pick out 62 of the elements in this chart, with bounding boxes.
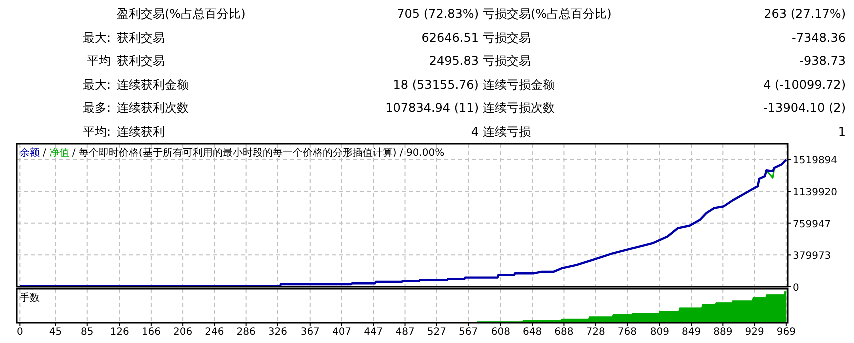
text: 亏损交易(%占总百分比): [483, 7, 612, 21]
text: 连续获利: [117, 125, 165, 139]
text: 连续亏损金额: [483, 78, 555, 92]
text: 最大:: [82, 31, 111, 45]
text: 4 (-10099.72): [764, 78, 846, 92]
x-tick-label: 407: [332, 327, 352, 338]
x-tick-label: 447: [364, 327, 384, 338]
x-tick-label: 608: [491, 327, 510, 338]
x-tick-label: 728: [586, 327, 606, 338]
text: 连续获利金额: [117, 78, 189, 92]
text: -13904.10 (2): [764, 101, 846, 115]
text: 705 (72.83%): [397, 7, 479, 21]
x-tick-label: 809: [650, 327, 670, 338]
text: -938.73: [800, 54, 846, 68]
chart-title: / 每个即时价格(基于所有可利用的最小时段的每一个价格的分形插值计算) / 90.00%: [72, 147, 445, 159]
x-tick-label: 126: [110, 327, 130, 338]
x-tick-label: 45: [49, 327, 62, 338]
text: 2495.83: [429, 54, 479, 68]
text: 亏损交易: [483, 31, 531, 45]
text: 1: [838, 125, 846, 139]
text: 连续亏损次数: [483, 101, 555, 115]
x-tick-label: 688: [554, 327, 574, 338]
y-tick-label: 759947: [793, 219, 832, 230]
x-tick-label: 0: [16, 327, 24, 338]
x-tick-label: 166: [142, 327, 161, 338]
text: 263 (27.17%): [764, 7, 846, 21]
text: 连续获利次数: [117, 101, 189, 115]
text: 107834.94 (11): [386, 101, 479, 115]
x-tick-label: 326: [268, 327, 288, 338]
y-tick-label: 0: [793, 283, 800, 294]
x-tick-label: 889: [714, 327, 733, 338]
y-tick-label: 379973: [793, 251, 832, 262]
y-tick-label: 1139920: [793, 188, 838, 199]
x-tick-label: 567: [458, 327, 478, 338]
x-tick-label: 849: [682, 327, 702, 338]
text: 最多:: [82, 101, 111, 115]
text: 亏损交易: [483, 54, 531, 68]
x-tick-label: 286: [236, 327, 256, 338]
text: 62646.51: [422, 31, 479, 45]
text: 连续亏损: [483, 125, 531, 139]
text: -7348.36: [792, 31, 846, 45]
x-tick-label: 929: [745, 327, 764, 338]
x-tick-label: 367: [300, 327, 320, 338]
text: 平均: [87, 54, 111, 68]
x-tick-label: 85: [81, 327, 94, 338]
text: 最大:: [82, 78, 111, 92]
text: 盈利交易(%占总百分比): [117, 7, 246, 21]
text: 获利交易: [117, 54, 165, 68]
text: 获利交易: [117, 31, 165, 45]
chart-title: 手数: [20, 292, 40, 304]
text: 18 (53155.76): [393, 78, 479, 92]
x-tick-label: 206: [174, 327, 193, 338]
text: 4: [471, 125, 479, 139]
x-tick-label: 768: [618, 327, 638, 338]
x-tick-label: 969: [776, 327, 796, 338]
x-tick-label: 487: [396, 327, 415, 338]
x-tick-label: 648: [523, 327, 542, 338]
legend: 余额 / 净值: [20, 148, 70, 159]
x-tick-label: 246: [205, 327, 224, 338]
x-tick-label: 527: [427, 327, 446, 338]
text: 平均:: [82, 125, 111, 139]
y-tick-label: 1519894: [793, 156, 838, 167]
